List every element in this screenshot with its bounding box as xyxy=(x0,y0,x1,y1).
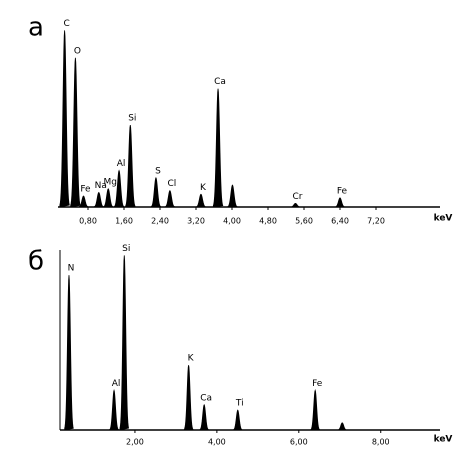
peak-label: Si xyxy=(128,114,136,124)
peak xyxy=(164,189,175,208)
peak xyxy=(109,388,120,431)
x-tick-label: 2,40 xyxy=(151,217,169,226)
peak xyxy=(103,188,115,208)
x-tick-label: 0,80 xyxy=(79,217,97,226)
peak xyxy=(334,197,345,208)
x-axis-label: keV xyxy=(434,435,453,445)
peak xyxy=(113,169,125,208)
peak xyxy=(337,422,347,431)
peak xyxy=(233,409,244,431)
peak xyxy=(78,195,89,208)
peak-label: N xyxy=(68,264,75,274)
peak xyxy=(125,125,136,208)
peak-label: Fe xyxy=(312,379,323,389)
peak-label: Ca xyxy=(200,393,212,403)
peak-label: Na xyxy=(95,181,107,191)
peak xyxy=(310,388,321,431)
x-tick-label: 8,00 xyxy=(372,438,390,447)
peak xyxy=(199,403,210,431)
x-tick-label: 2,00 xyxy=(126,438,144,447)
x-tick-label: 6,40 xyxy=(331,217,349,226)
x-tick-label: 1,60 xyxy=(115,217,133,226)
peak-label: Ti xyxy=(235,399,244,409)
peak xyxy=(290,202,301,208)
x-tick-label: 4,00 xyxy=(208,438,226,447)
peak-label: Al xyxy=(112,379,121,389)
peak-label: C xyxy=(63,19,69,29)
x-tick-label: 7,20 xyxy=(367,217,385,226)
x-tick-label: 4,80 xyxy=(259,217,277,226)
peak xyxy=(183,365,194,431)
peak-label: Cr xyxy=(292,192,302,202)
peak-label: K xyxy=(188,354,195,364)
peak xyxy=(64,275,74,431)
x-tick-label: 3,20 xyxy=(187,217,205,226)
peak-label: S xyxy=(155,166,161,176)
peak-label: Al xyxy=(117,159,126,169)
peak-label: Si xyxy=(122,244,130,254)
peak xyxy=(212,88,224,208)
peak xyxy=(195,193,206,208)
peak-label: K xyxy=(200,183,207,193)
peak-label: Fe xyxy=(337,186,348,196)
peak-label: Fe xyxy=(80,185,91,195)
peak xyxy=(227,184,239,208)
x-axis-label: keV xyxy=(434,214,453,224)
peak xyxy=(59,30,70,208)
peak xyxy=(119,255,130,431)
peak-label: Cl xyxy=(168,179,177,189)
peak-label: Mg xyxy=(104,177,117,187)
peak-label: Ca xyxy=(214,77,226,87)
peak xyxy=(70,57,81,208)
panel-label: б xyxy=(28,247,44,277)
panel-label: а xyxy=(28,13,44,43)
x-tick-label: 4,00 xyxy=(223,217,241,226)
x-tick-label: 6,00 xyxy=(290,438,308,447)
x-tick-label: 5,60 xyxy=(295,217,313,226)
peak xyxy=(93,191,104,208)
peak-label: O xyxy=(74,46,81,56)
peak xyxy=(150,176,162,208)
